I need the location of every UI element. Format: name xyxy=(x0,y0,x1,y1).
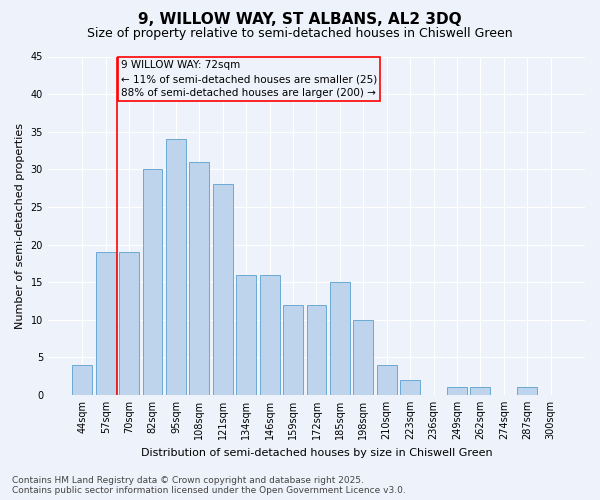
X-axis label: Distribution of semi-detached houses by size in Chiswell Green: Distribution of semi-detached houses by … xyxy=(140,448,492,458)
Bar xyxy=(213,184,233,395)
Bar xyxy=(470,388,490,395)
Bar xyxy=(260,274,280,395)
Bar xyxy=(166,139,186,395)
Text: 9, WILLOW WAY, ST ALBANS, AL2 3DQ: 9, WILLOW WAY, ST ALBANS, AL2 3DQ xyxy=(138,12,462,28)
Bar xyxy=(307,304,326,395)
Bar xyxy=(236,274,256,395)
Bar xyxy=(283,304,303,395)
Bar xyxy=(190,162,209,395)
Bar xyxy=(353,320,373,395)
Text: Contains HM Land Registry data © Crown copyright and database right 2025.
Contai: Contains HM Land Registry data © Crown c… xyxy=(12,476,406,495)
Bar xyxy=(517,388,537,395)
Bar xyxy=(400,380,420,395)
Bar xyxy=(119,252,139,395)
Bar xyxy=(377,365,397,395)
Bar xyxy=(447,388,467,395)
Bar xyxy=(143,170,163,395)
Bar xyxy=(96,252,116,395)
Bar xyxy=(73,365,92,395)
Y-axis label: Number of semi-detached properties: Number of semi-detached properties xyxy=(15,122,25,328)
Text: 9 WILLOW WAY: 72sqm
← 11% of semi-detached houses are smaller (25)
88% of semi-d: 9 WILLOW WAY: 72sqm ← 11% of semi-detach… xyxy=(121,60,377,98)
Text: Size of property relative to semi-detached houses in Chiswell Green: Size of property relative to semi-detach… xyxy=(87,28,513,40)
Bar xyxy=(330,282,350,395)
